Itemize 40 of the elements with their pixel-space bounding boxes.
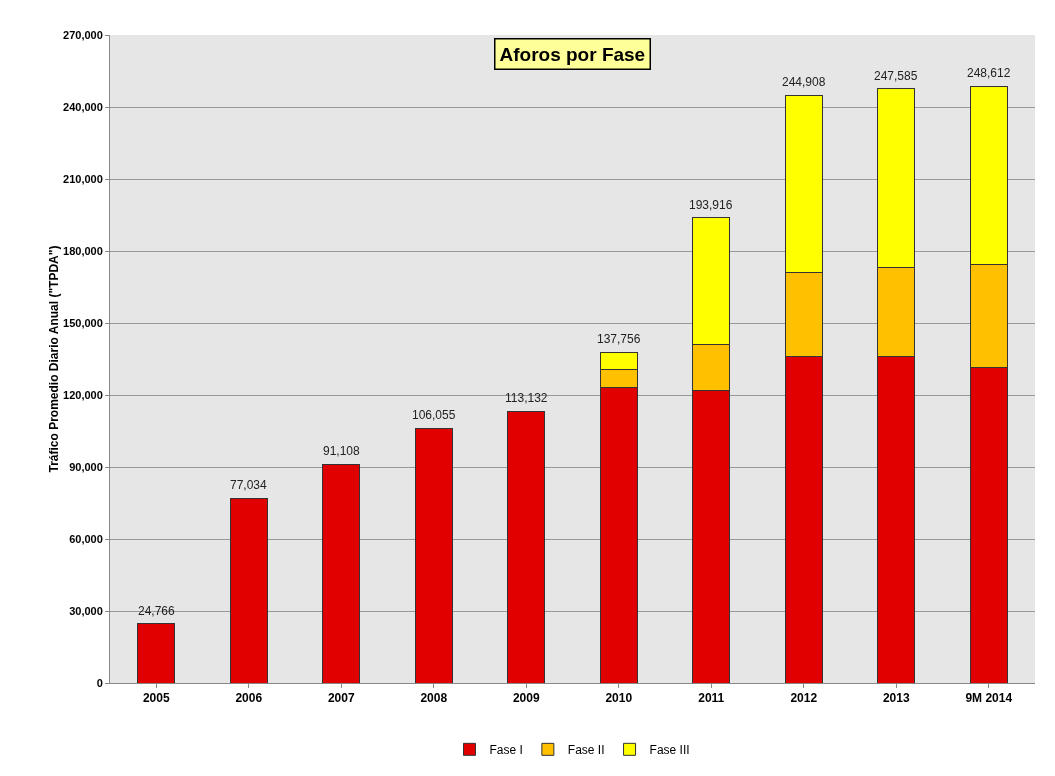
x-tick-label: 2013 <box>882 691 910 706</box>
total-label: 193,916 <box>689 198 733 212</box>
x-tick-label: 2007 <box>327 691 355 706</box>
x-tick-label: 2012 <box>790 691 818 706</box>
legend-label: Fase III <box>649 743 690 758</box>
y-tick-label: 30,000 <box>69 604 103 617</box>
y-tick-label: 90,000 <box>69 460 103 473</box>
total-label: 77,034 <box>230 478 268 492</box>
total-label: 24,766 <box>138 604 176 618</box>
bar <box>414 427 453 683</box>
total-label: 244,908 <box>782 75 826 89</box>
y-tick-label: 0 <box>96 676 103 689</box>
x-tick-label: 2008 <box>420 691 448 706</box>
y-tick-label: 270,000 <box>63 28 103 41</box>
y-tick-label: 150,000 <box>63 316 103 329</box>
legend-label: Fase II <box>567 743 605 758</box>
x-tick-label: 2006 <box>235 691 263 706</box>
y-tick-label: 120,000 <box>63 388 103 401</box>
y-axis-title: Tráfico Promedio Diario Anual ("TPDA") <box>47 245 62 473</box>
y-tick-label: 180,000 <box>63 244 103 257</box>
x-tick-label: 2009 <box>512 691 540 706</box>
x-tick-label: 2010 <box>605 691 633 706</box>
total-label: 137,756 <box>597 332 641 346</box>
chart-title: Aforos por Fase <box>499 43 646 65</box>
bar <box>322 463 361 683</box>
y-tick-label: 210,000 <box>63 172 103 185</box>
total-label: 248,612 <box>967 66 1011 80</box>
x-tick-label: 2011 <box>698 691 725 706</box>
y-tick-label: 240,000 <box>63 100 103 113</box>
y-tick-label: 60,000 <box>69 532 103 545</box>
total-label: 91,108 <box>323 444 361 458</box>
bar <box>507 410 546 683</box>
legend-label: Fase I <box>489 743 523 758</box>
bar <box>229 497 268 683</box>
bar <box>137 623 176 683</box>
total-label: 113,132 <box>505 391 548 405</box>
total-label: 106,055 <box>412 408 456 422</box>
x-tick-label: 9M 2014 <box>965 691 1013 706</box>
total-label: 247,585 <box>874 69 918 83</box>
x-tick-label: 2005 <box>142 691 170 706</box>
